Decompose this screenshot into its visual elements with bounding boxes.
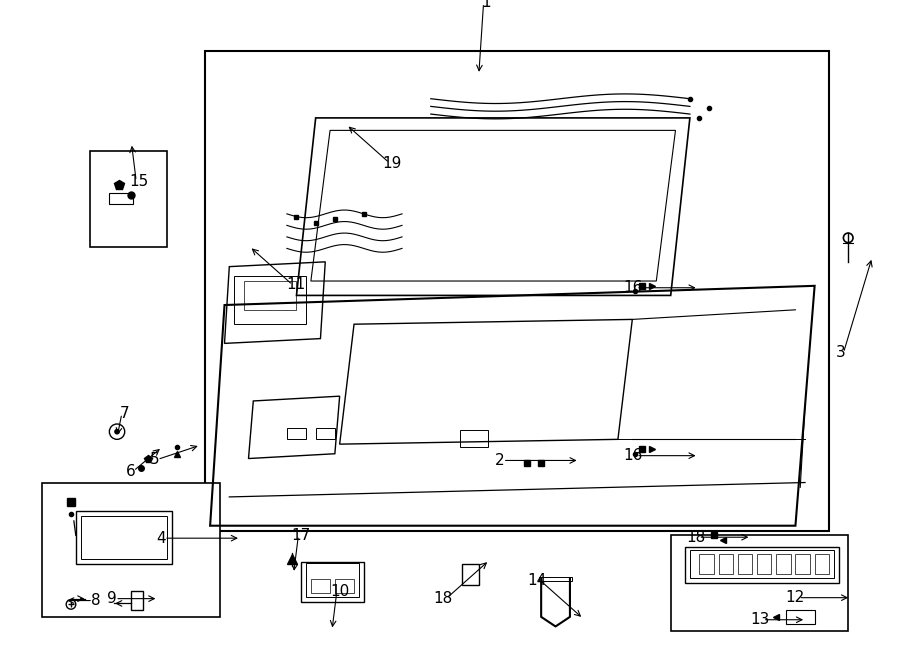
Text: 10: 10 xyxy=(330,584,349,600)
Bar xyxy=(796,555,810,574)
Bar xyxy=(244,281,296,310)
Bar xyxy=(786,610,815,623)
Text: 7: 7 xyxy=(120,406,130,421)
Bar xyxy=(335,580,354,593)
Text: 2: 2 xyxy=(495,453,505,468)
Text: 17: 17 xyxy=(292,527,310,543)
Bar xyxy=(234,276,306,324)
Text: 1: 1 xyxy=(482,0,491,11)
Text: 14: 14 xyxy=(527,573,547,588)
Text: 12: 12 xyxy=(786,590,806,605)
Bar xyxy=(205,51,829,531)
Bar xyxy=(110,193,133,204)
Bar xyxy=(776,555,790,574)
Bar xyxy=(76,512,172,564)
Bar xyxy=(814,555,829,574)
Text: 6: 6 xyxy=(126,463,135,479)
Bar xyxy=(685,547,839,583)
Bar xyxy=(670,535,848,631)
Text: 16: 16 xyxy=(624,280,643,295)
Bar xyxy=(460,430,489,447)
Bar xyxy=(316,428,335,440)
Bar xyxy=(690,550,833,578)
Bar xyxy=(90,151,166,247)
Bar xyxy=(306,563,359,597)
Text: 9: 9 xyxy=(107,591,117,606)
Bar xyxy=(287,428,306,440)
Text: 5: 5 xyxy=(149,452,159,467)
Text: 13: 13 xyxy=(751,612,770,627)
Text: 18: 18 xyxy=(686,529,706,545)
Bar xyxy=(310,580,330,593)
Text: 3: 3 xyxy=(836,346,845,360)
Bar xyxy=(42,483,220,617)
Circle shape xyxy=(114,429,120,434)
Bar xyxy=(81,516,166,559)
Bar xyxy=(302,562,364,602)
Bar xyxy=(699,555,714,574)
Bar xyxy=(738,555,752,574)
Text: 8: 8 xyxy=(91,593,101,608)
Text: 19: 19 xyxy=(382,155,402,171)
Text: 11: 11 xyxy=(286,278,305,292)
Text: 16: 16 xyxy=(624,448,643,463)
Text: 15: 15 xyxy=(130,174,148,189)
Bar xyxy=(462,564,479,585)
Bar xyxy=(719,555,733,574)
Text: 4: 4 xyxy=(157,531,166,546)
Bar xyxy=(539,576,572,582)
Bar xyxy=(131,591,143,610)
Text: 18: 18 xyxy=(434,591,453,606)
Bar xyxy=(757,555,771,574)
